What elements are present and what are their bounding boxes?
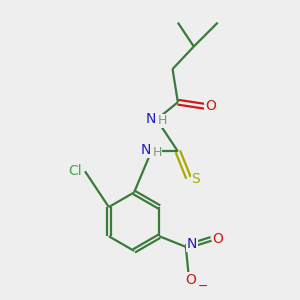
Text: S: S	[191, 172, 200, 186]
Text: N: N	[146, 112, 156, 127]
Text: N: N	[141, 143, 151, 157]
Text: H: H	[158, 114, 167, 127]
Text: −: −	[198, 280, 208, 293]
Text: O: O	[212, 232, 223, 246]
Text: O: O	[186, 273, 196, 287]
Text: N: N	[187, 237, 197, 251]
Text: H: H	[152, 146, 162, 159]
Text: O: O	[205, 99, 216, 113]
Text: Cl: Cl	[68, 164, 82, 178]
